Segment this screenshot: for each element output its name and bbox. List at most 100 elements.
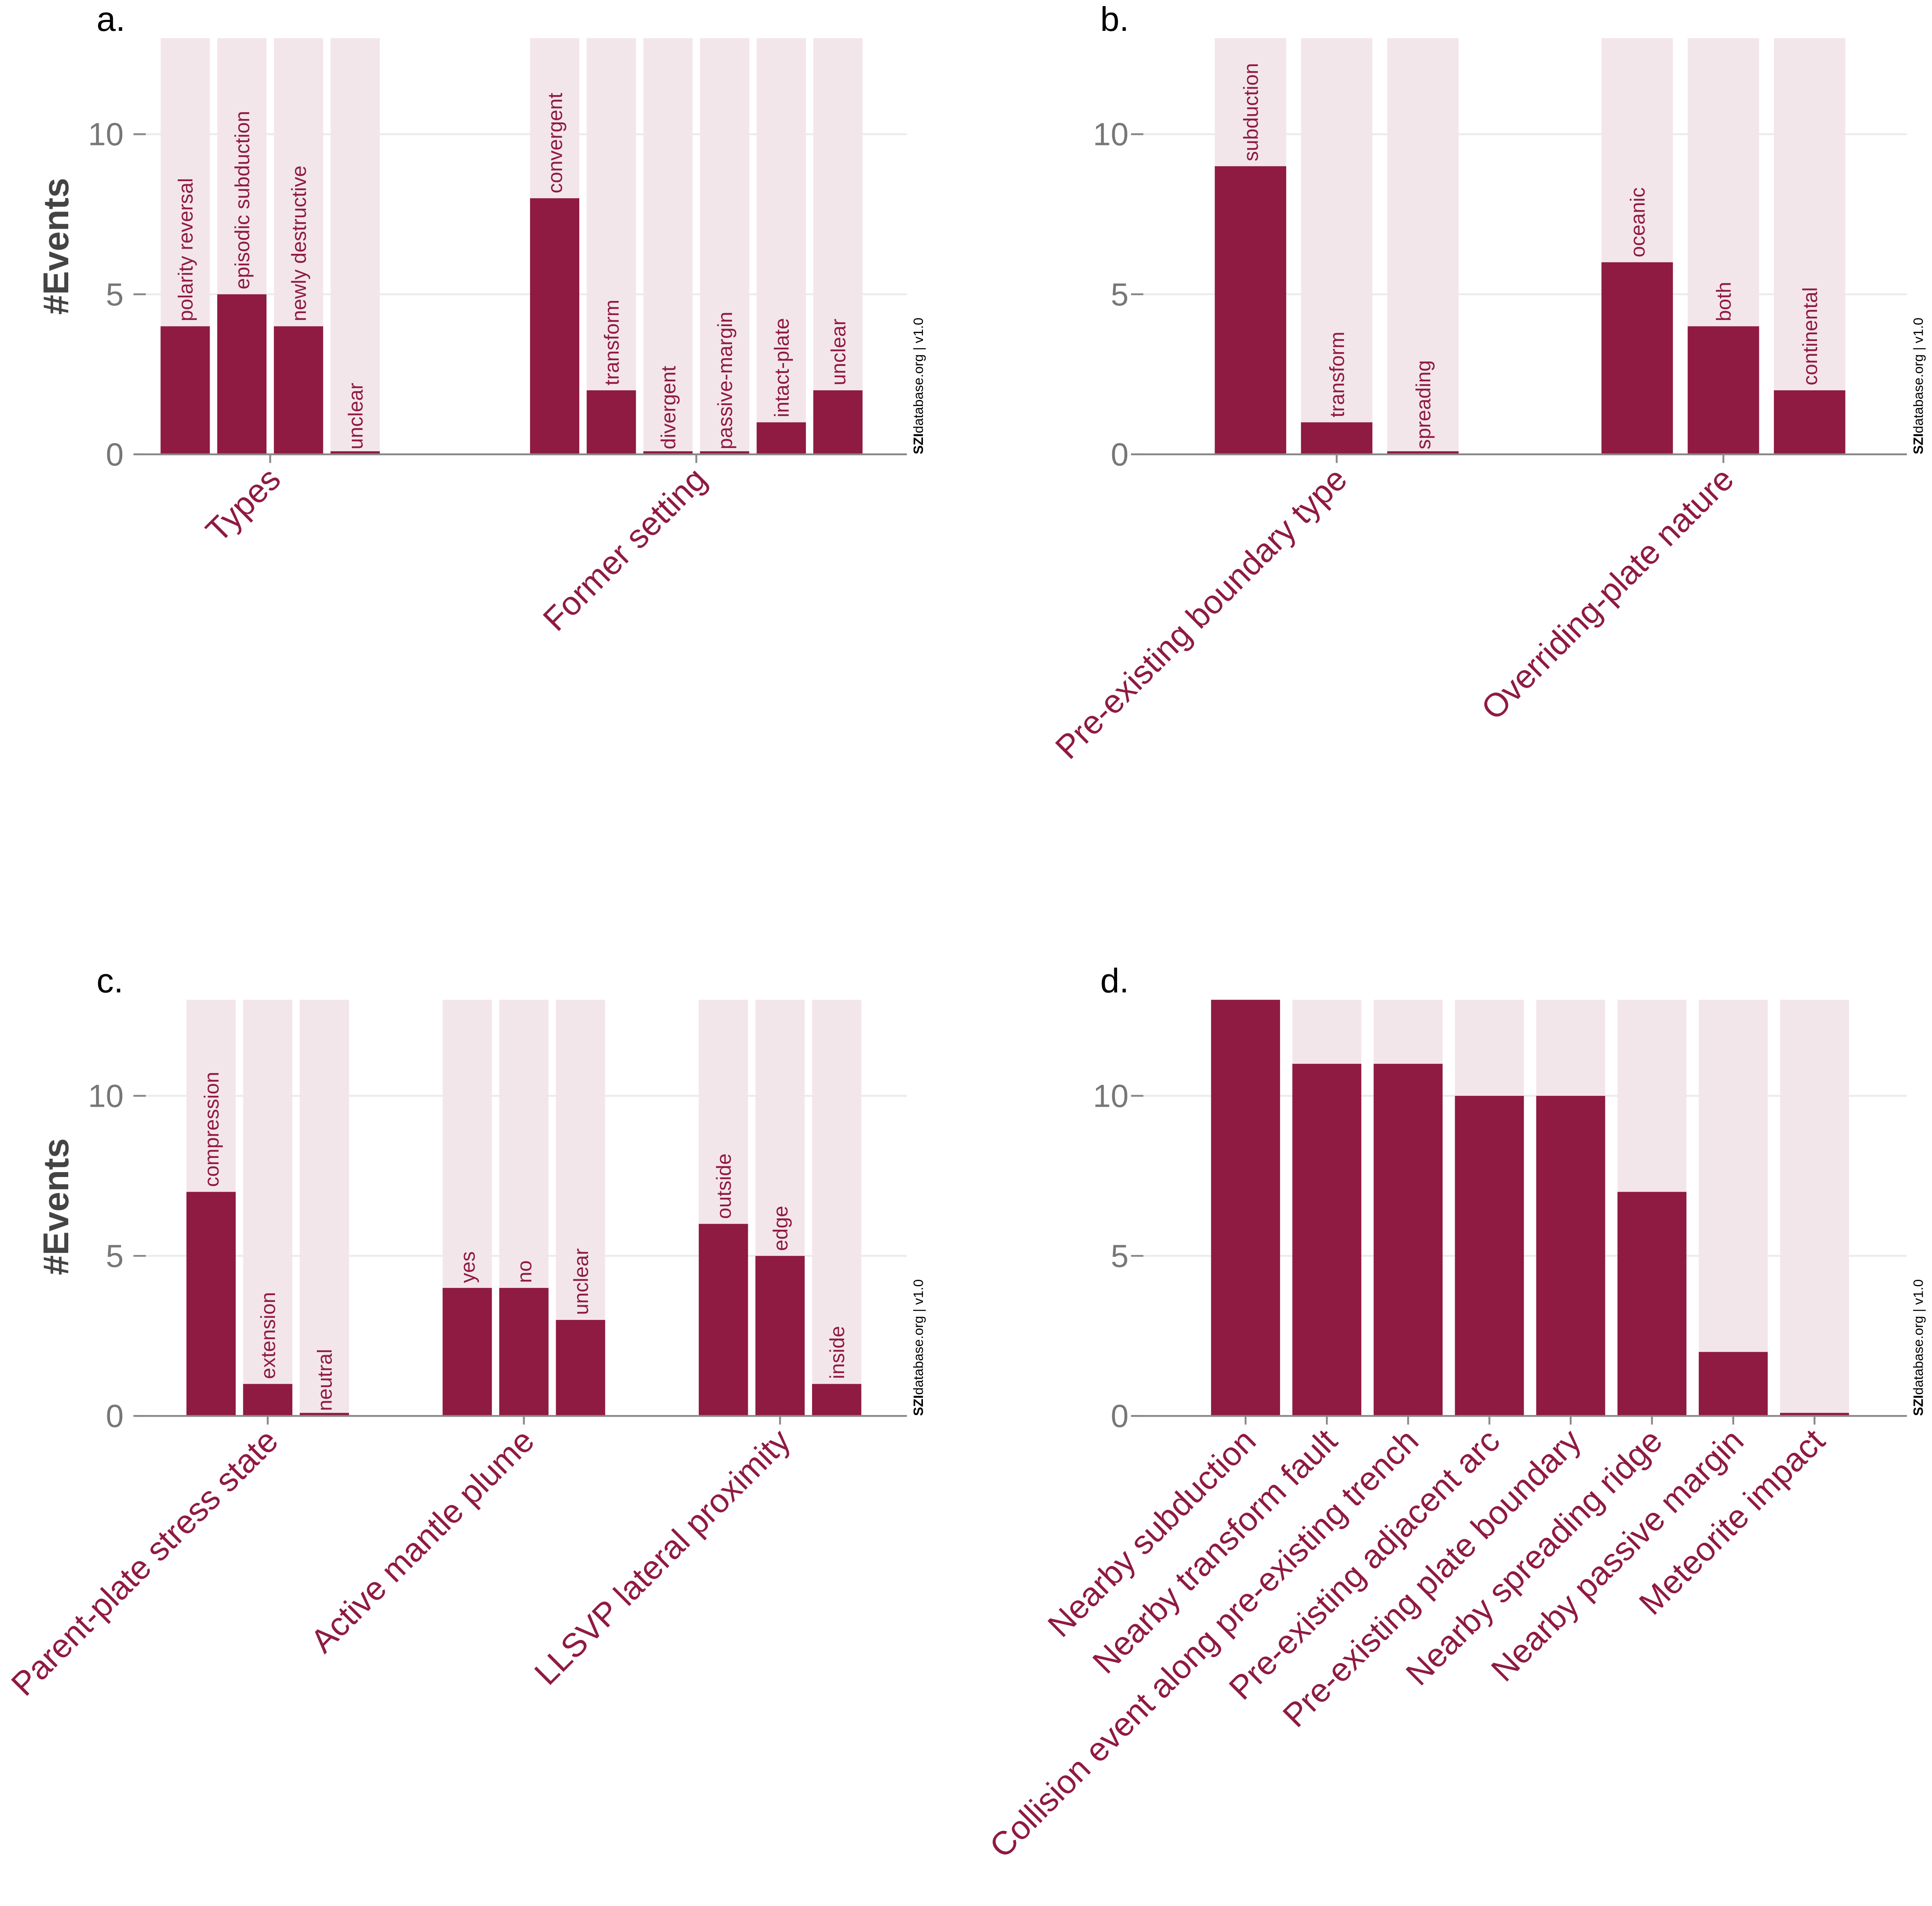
- bar: [643, 451, 693, 454]
- panel-a: a. 0 5 10 #Events polarity reversal episodic s…: [36, 0, 926, 638]
- bar-label: outside: [713, 1153, 735, 1219]
- bar-label: newly destructive: [288, 166, 310, 322]
- bar-label: extension: [257, 1292, 279, 1379]
- bar: [587, 390, 636, 454]
- panel-label: d.: [1100, 961, 1129, 1000]
- y-tick-label: 5: [106, 1238, 124, 1274]
- watermark-bold: SZI: [1911, 1395, 1926, 1416]
- group-label: Active mantle plume: [303, 1422, 541, 1659]
- watermark: SZIdatabase.org | v1.0: [911, 1279, 926, 1416]
- bar-label: both: [1713, 282, 1735, 321]
- bar: [1211, 1000, 1280, 1416]
- watermark-text: database.org | v1.0: [911, 1279, 926, 1395]
- y-tick-label: 0: [106, 1398, 124, 1434]
- background-bar: [813, 38, 863, 454]
- watermark: SZIdatabase.org | v1.0: [1911, 1279, 1926, 1416]
- panel-label: a.: [97, 0, 126, 38]
- bar-label: yes: [456, 1251, 479, 1283]
- watermark-text: database.org | v1.0: [1911, 1279, 1926, 1395]
- bar-label: convergent: [544, 93, 567, 193]
- bar-label: unclear: [827, 319, 850, 385]
- y-axis-label: #Events: [36, 178, 76, 315]
- y-tick-label: 0: [1111, 437, 1128, 472]
- bar-label: transform: [1326, 331, 1349, 417]
- bar: [1215, 166, 1287, 454]
- bar: [1687, 326, 1759, 454]
- y-tick-label: 0: [1111, 1398, 1128, 1434]
- bar: [499, 1288, 549, 1416]
- y-tick-label: 5: [106, 277, 124, 312]
- background-bar: [643, 38, 693, 454]
- bar-label: unclear: [344, 383, 367, 450]
- bar: [330, 451, 380, 454]
- bar: [1301, 422, 1373, 454]
- group-label: LLSVP lateral proximity: [527, 1422, 797, 1692]
- bar-label: transform: [600, 300, 623, 385]
- bar-label: spreading: [1412, 360, 1435, 450]
- bar-label: intact-plate: [770, 318, 793, 418]
- bar: [186, 1192, 236, 1416]
- panel-label: c.: [97, 961, 123, 1000]
- bar-label: edge: [769, 1206, 792, 1251]
- background-bar: [1774, 38, 1845, 454]
- bar: [243, 1384, 292, 1416]
- panel-b: b. 0 5 10 subduction transform spreading Pre-ex…: [1048, 0, 1926, 766]
- bar-label: neutral: [314, 1349, 336, 1411]
- bar: [160, 326, 210, 454]
- bar: [699, 1224, 748, 1416]
- background-bar: [1780, 1000, 1849, 1416]
- panel-label: b.: [1100, 0, 1129, 38]
- watermark-text: database.org | v1.0: [911, 318, 926, 433]
- background-bar: [700, 38, 749, 454]
- background-bar: [330, 38, 380, 454]
- bar: [217, 294, 267, 454]
- bar-label: continental: [1799, 287, 1822, 385]
- bar-label: inside: [826, 1326, 849, 1379]
- watermark-bold: SZI: [911, 1395, 926, 1416]
- watermark-text: database.org | v1.0: [1911, 318, 1926, 433]
- bar-label: subduction: [1240, 63, 1263, 161]
- bar: [299, 1413, 349, 1416]
- background-bar: [587, 38, 636, 454]
- background-bar: [812, 1000, 862, 1416]
- background-bar: [1698, 1000, 1768, 1416]
- bar: [1774, 390, 1845, 454]
- group-label: Types: [199, 461, 288, 550]
- bar-label: episodic subduction: [231, 111, 254, 289]
- bar: [1455, 1096, 1524, 1416]
- bar-label: unclear: [570, 1248, 592, 1315]
- bar: [1536, 1096, 1605, 1416]
- bar: [700, 451, 749, 454]
- bar: [1387, 451, 1459, 454]
- bar: [556, 1320, 605, 1416]
- bar-label: compression: [200, 1072, 223, 1187]
- group-label: Parent-plate stress state: [4, 1422, 286, 1703]
- y-tick-label: 5: [1111, 277, 1128, 312]
- y-tick-label: 5: [1111, 1238, 1128, 1274]
- y-axis-label: #Events: [36, 1138, 76, 1275]
- bar: [442, 1288, 492, 1416]
- bar: [1601, 262, 1673, 454]
- group-label: Former setting: [536, 461, 714, 638]
- bar: [1292, 1064, 1362, 1416]
- background-bar: [1387, 38, 1459, 454]
- bar: [812, 1384, 862, 1416]
- bar: [274, 326, 323, 454]
- y-tick-label: 10: [1093, 117, 1129, 152]
- bar: [530, 198, 580, 454]
- y-tick-label: 0: [106, 437, 124, 472]
- background-bar: [299, 1000, 349, 1416]
- watermark-bold: SZI: [1911, 433, 1926, 454]
- bar: [813, 390, 863, 454]
- bar: [1617, 1192, 1687, 1416]
- bar: [1780, 1413, 1849, 1416]
- background-bar: [243, 1000, 292, 1416]
- bar: [1698, 1352, 1768, 1416]
- panel-c: c. 0 5 10 #Events compression extension neutral…: [4, 961, 926, 1703]
- bar-label: no: [513, 1260, 536, 1283]
- watermark-bold: SZI: [911, 433, 926, 454]
- bar: [756, 422, 806, 454]
- bar: [1373, 1064, 1443, 1416]
